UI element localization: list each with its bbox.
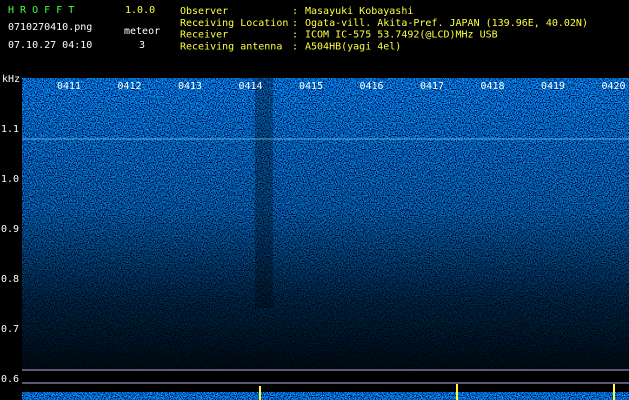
signal-strip — [22, 392, 629, 400]
quiet-band — [255, 78, 273, 308]
info-label: Observer — [180, 6, 228, 17]
time-label: 0411 — [57, 81, 81, 92]
freq-unit: kHz — [2, 74, 20, 85]
freq-label: 1.1 — [1, 124, 19, 135]
meteor-count: 3 — [139, 40, 145, 51]
labels: Observer: Masayuki Kobayashi Receiving Loc… — [1, 6, 626, 385]
app-name: H R O F F T — [8, 5, 74, 16]
time-label: 0412 — [118, 81, 142, 92]
app-version: 1.0.0 — [125, 5, 155, 16]
freq-label: 0.6 — [1, 374, 19, 385]
time-label: 0415 — [299, 81, 323, 92]
freq-label: 0.8 — [1, 274, 19, 285]
info-label: Receiving antenna — [180, 41, 282, 52]
meteor-label: meteor — [124, 26, 160, 37]
info-value: Ogata-vill. Akita-Pref. JAPAN (139.96E, … — [305, 18, 588, 29]
time-label: 0420 — [602, 81, 626, 92]
info-label: Receiving Location — [180, 18, 288, 29]
time-label: 0414 — [239, 81, 263, 92]
info-separator: : — [292, 18, 298, 29]
info-separator: : — [292, 30, 298, 41]
freq-label: 0.9 — [1, 224, 19, 235]
info-value: Masayuki Kobayashi — [305, 6, 413, 17]
info-separator: : — [292, 41, 298, 52]
time-label: 0418 — [481, 81, 505, 92]
freq-label: 1.0 — [1, 174, 19, 185]
freq-label: 0.7 — [1, 324, 19, 335]
info-label: Receiver — [180, 30, 228, 41]
datetime: 07.10.27 04:10 — [8, 40, 92, 51]
info-value: ICOM IC-575 53.7492(@LCD)MHz USB — [305, 30, 498, 41]
spectrogram — [22, 78, 629, 400]
info-separator: : — [292, 6, 298, 17]
time-label: 0416 — [360, 81, 384, 92]
time-label: 0419 — [541, 81, 565, 92]
info-value: A504HB(yagi 4el) — [305, 41, 401, 52]
file-name: 0710270410.png — [8, 22, 92, 33]
time-label: 0417 — [420, 81, 444, 92]
time-label: 0413 — [178, 81, 202, 92]
noise-fade — [22, 78, 629, 370]
